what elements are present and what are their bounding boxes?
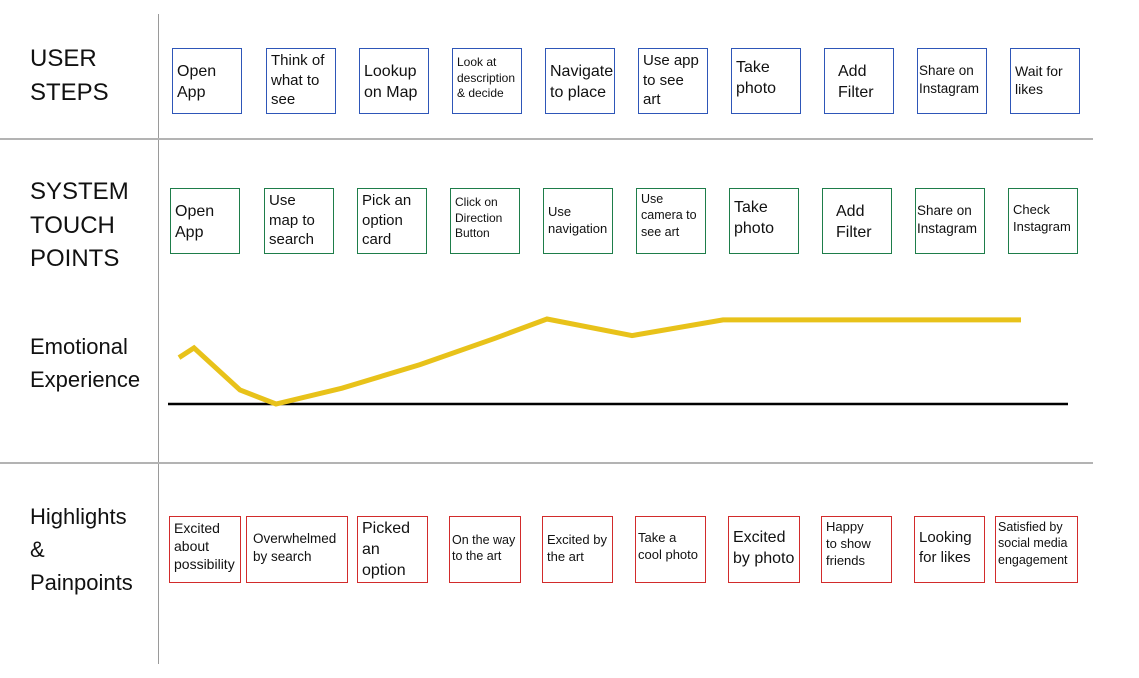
touch-point-box[interactable]: Click on Direction Button [450,188,520,254]
highlight-box[interactable]: Looking for likes [914,516,985,583]
user-step-box[interactable]: Share on Instagram [917,48,987,114]
row-label-user-steps: USER STEPS [30,45,109,106]
highlight-box[interactable]: Excited about possibility [169,516,241,583]
user-step-box[interactable]: Take photo [731,48,801,114]
highlight-box[interactable]: Satisfied by social media engagement [995,516,1078,583]
row-label-divider [158,14,159,664]
touch-point-box[interactable]: Open App [170,188,240,254]
user-step-box[interactable]: Use app to see art [638,48,708,114]
touch-point-box[interactable]: Take photo [729,188,799,254]
highlight-box[interactable]: Excited by the art [542,516,613,583]
user-step-box[interactable]: Add Filter [824,48,894,114]
touch-point-box[interactable]: Use map to search [264,188,334,254]
emotion-series-line [177,316,1021,407]
highlight-box[interactable]: Excited by photo [728,516,800,583]
user-step-box[interactable]: Wait for likes [1010,48,1080,114]
row-label-highlights-painpoints: Highlights & Painpoints [30,504,133,595]
touch-point-box[interactable]: Pick an option card [357,188,427,254]
user-step-box[interactable]: Open App [172,48,242,114]
touch-point-box[interactable]: Use navigation [543,188,613,254]
row-separator-1 [0,138,1093,140]
row-separator-2 [0,462,1093,464]
user-step-box[interactable]: Think of what to see [266,48,336,114]
user-step-box[interactable]: Lookup on Map [359,48,429,114]
row-label-system-touch-points: SYSTEM TOUCH POINTS [30,178,129,273]
highlight-box[interactable]: Happy to show friends [821,516,892,583]
user-step-box[interactable]: Navigate to place [545,48,615,114]
touch-point-box[interactable]: Share on Instagram [915,188,985,254]
highlight-box[interactable]: Take a cool photo [635,516,706,583]
highlight-box[interactable]: Overwhelmed by search [246,516,348,583]
highlight-box[interactable]: On the way to the art [449,516,521,583]
touch-point-box[interactable]: Add Filter [822,188,892,254]
touch-point-box[interactable]: Use camera to see art [636,188,706,254]
user-step-box[interactable]: Look at description & decide [452,48,522,114]
row-label-emotional-experience: Emotional Experience [30,334,141,392]
touch-point-box[interactable]: Check Instagram [1008,188,1078,254]
highlight-box[interactable]: Picked an option [357,516,428,583]
